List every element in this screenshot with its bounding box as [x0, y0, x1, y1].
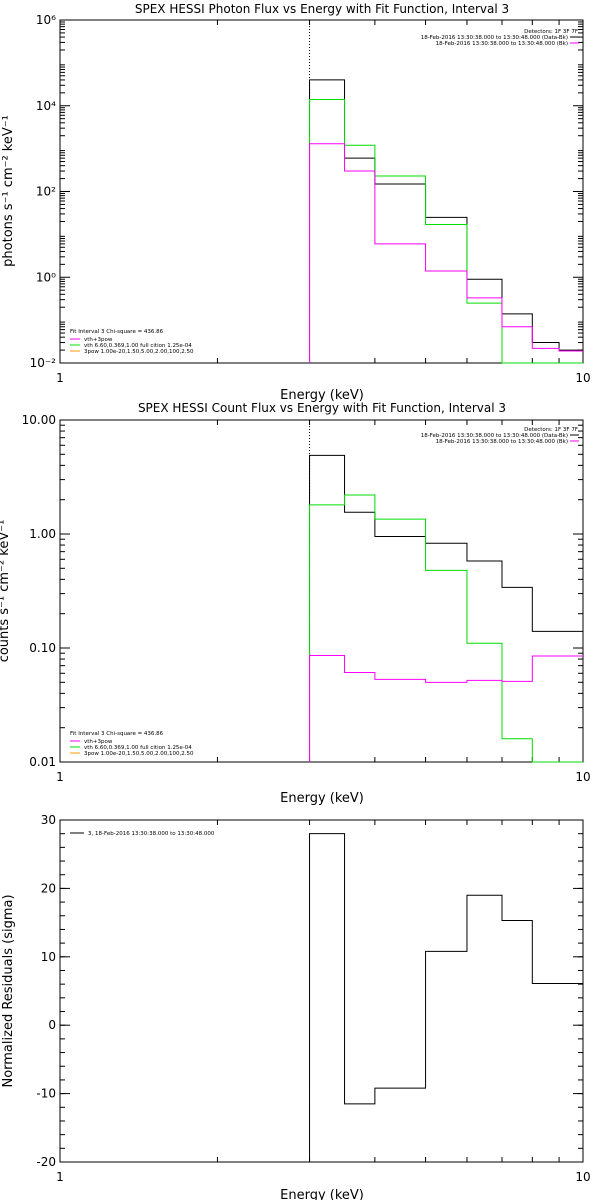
residuals-y-ticks: -20 -10 0 10 20 30 [36, 813, 583, 1169]
photon-y-tick-label: 10² [36, 185, 56, 199]
count-y-tick-label: 0.01 [29, 755, 56, 769]
photon-x-tick-label: 10 [575, 371, 590, 385]
count-series-1-step-line [309, 494, 583, 763]
photon-y-tick-label: 10⁴ [36, 99, 56, 113]
photon-legend-header: Fit Interval 3 Chi-square = 436.86 [70, 329, 164, 335]
count-legend-header: Fit Interval 3 Chi-square = 436.86 [70, 731, 164, 737]
count-y-ticks: 0.01 0.10 1.00 10.00 [22, 413, 583, 769]
residuals-x-axis-label: Energy (keV) [280, 1188, 364, 1200]
residuals-y-tick-label: 30 [41, 813, 56, 827]
count-series-2-step-line [309, 654, 583, 762]
residuals-plot-frame [59, 819, 584, 1163]
residuals-x-tick-label: 1 [56, 1170, 64, 1184]
photon-info-line-bk: 18-Feb-2016 13:30:38.000 to 13:30:48.000… [436, 41, 568, 47]
count-y-tick-label: 0.10 [29, 641, 56, 655]
residuals-y-tick-label: -20 [36, 1155, 56, 1169]
photon-plot-frame [59, 19, 584, 364]
count-detectors-label: Detectors: 1F 3F 7F [524, 427, 578, 433]
count-info-line-data: 18-Feb-2016 13:30:38.000 to 13:30:48.000… [421, 433, 568, 439]
photon-legend-item-total: vth+3pow [84, 337, 113, 343]
residuals-series [309, 833, 583, 1162]
residuals-y-tick-label: 0 [48, 1018, 56, 1032]
count-series-0-step-line [309, 454, 583, 762]
photon-series-1-step-line [309, 98, 583, 364]
count-legend-item-vth: vth 6.60,0.369,1.00 full cition 1.25e-04 [84, 745, 192, 751]
residuals-y-tick-label: -10 [36, 1087, 56, 1101]
count-y-tick-label: 1.00 [29, 527, 56, 541]
residuals-series-0-step-line [309, 833, 583, 1162]
count-flux-panel: SPEX HESSI Count Flux vs Energy with Fit… [0, 401, 591, 806]
photon-y-ticks: 10⁻² 10⁰ 10² 10⁴ 10⁶ [30, 13, 583, 370]
photon-y-tick-label: 10⁶ [36, 13, 56, 27]
photon-info-line-data: 18-Feb-2016 13:30:38.000 to 13:30:48.000… [421, 35, 568, 41]
count-legend-item-total: vth+3pow [84, 739, 113, 745]
photon-legend-item-pow: 3pow 1.00e-20,1.50,5.00,2.00,100,2.50 [84, 349, 194, 355]
residuals-y-tick-label: 20 [41, 881, 56, 895]
photon-y-axis-label: photons s⁻¹ cm⁻² keV⁻¹ [1, 115, 16, 267]
photon-flux-panel: SPEX HESSI Photon Flux vs Energy with Fi… [1, 2, 591, 403]
photon-x-tick-label: 1 [56, 371, 64, 385]
count-x-ticks: 1 10 [56, 420, 591, 784]
count-x-axis-label: Energy (keV) [280, 791, 364, 806]
residuals-legend-label: 3, 18-Feb-2016 13:30:38.000 to 13:30:48.… [88, 831, 215, 837]
count-panel-title: SPEX HESSI Count Flux vs Energy with Fit… [138, 401, 506, 415]
residuals-y-axis-label: Normalized Residuals (sigma) [1, 894, 16, 1087]
photon-series [309, 20, 583, 364]
photon-x-axis-label: Energy (keV) [280, 388, 364, 403]
photon-detectors-label: Detectors: 1F 3F 7F [524, 29, 578, 35]
photon-series-0-step-line [309, 79, 583, 363]
residuals-x-ticks: 1 10 [56, 820, 591, 1184]
count-x-tick-label: 10 [575, 770, 590, 784]
count-series [309, 420, 583, 763]
residuals-y-tick-label: 10 [41, 950, 56, 964]
count-y-axis-label: counts s⁻¹ cm⁻² keV⁻¹ [0, 520, 12, 663]
photon-y-tick-label: 10⁰ [36, 270, 56, 284]
residuals-x-tick-label: 10 [575, 1170, 590, 1184]
photon-series-2-step-line [309, 143, 583, 363]
count-plot-frame [59, 419, 584, 763]
count-legend-item-pow: 3pow 1.00e-20,1.50,5.00,2.00,100,2.50 [84, 751, 194, 757]
photon-panel-title: SPEX HESSI Photon Flux vs Energy with Fi… [135, 2, 509, 16]
count-y-tick-label: 10.00 [22, 413, 56, 427]
photon-y-tick-label: 10⁻² [30, 356, 57, 370]
count-x-tick-label: 1 [56, 770, 64, 784]
residuals-panel: -20 -10 0 10 20 30 1 10 Normalized Residuals (… [1, 813, 591, 1200]
count-info-line-bk: 18-Feb-2016 13:30:38.000 to 13:30:48.000… [436, 439, 568, 445]
photon-legend-item-vth: vth 6.60,0.369,1.00 full cition 1.25e-04 [84, 343, 192, 349]
